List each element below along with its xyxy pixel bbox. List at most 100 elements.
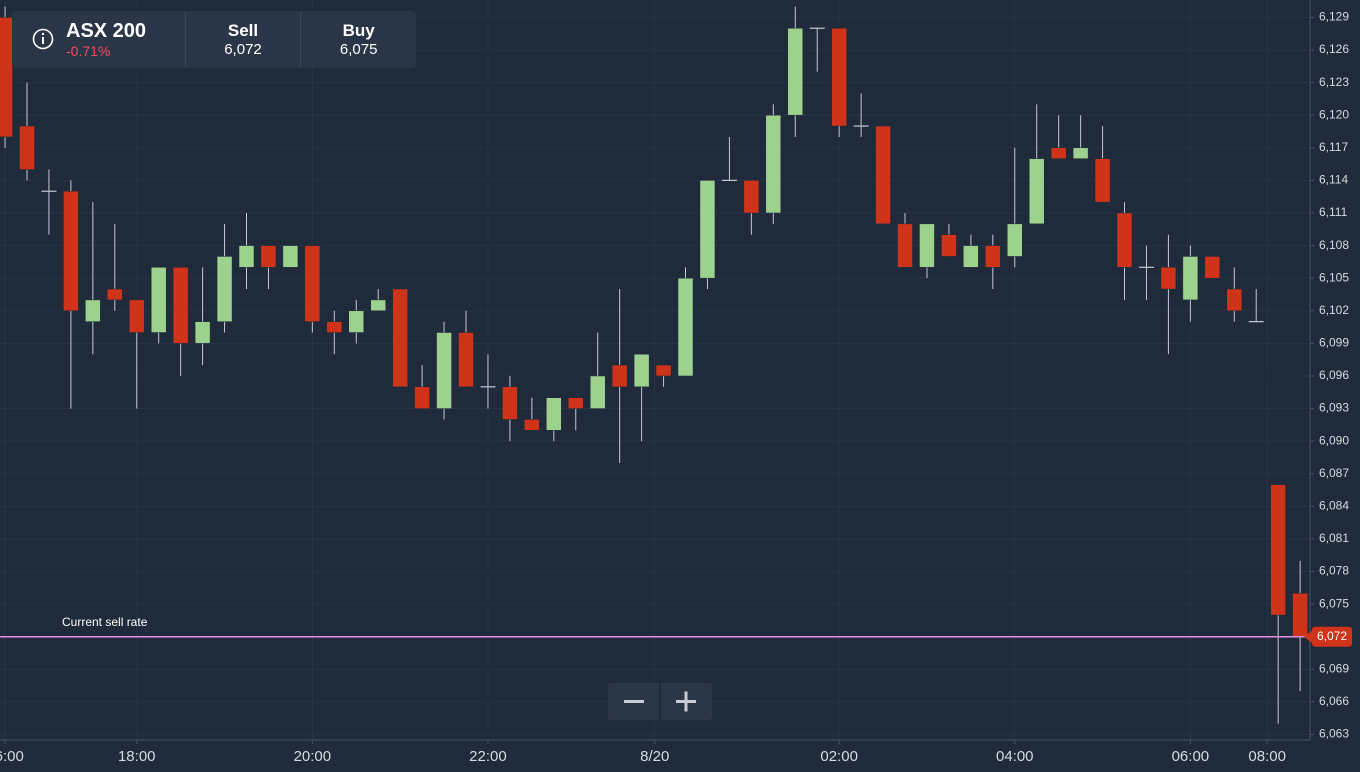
y-tick-label: 6,108	[1319, 238, 1349, 252]
zoom-controls	[608, 683, 712, 720]
x-tick-label: 16:00	[0, 748, 24, 765]
candle-body	[107, 288, 123, 301]
candle-body	[589, 375, 606, 409]
instrument[interactable]: ASX 200 -0.71%	[12, 11, 186, 68]
candle-body	[282, 245, 299, 268]
instrument-name: ASX 200	[66, 20, 147, 42]
candle-body	[699, 180, 716, 279]
candle-body	[436, 332, 452, 409]
buy[interactable]: Buy 6,075	[301, 11, 416, 68]
candle-body	[524, 419, 540, 431]
y-tick-label: 6,105	[1319, 270, 1349, 284]
candle-body	[1094, 158, 1111, 203]
candle-body	[1007, 223, 1023, 257]
y-tick-label: 6,120	[1319, 107, 1349, 121]
candle-body	[216, 256, 233, 322]
y-tick-label: 6,093	[1319, 401, 1349, 415]
y-tick-label: 6,081	[1319, 531, 1349, 545]
y-tick-label: 6,129	[1319, 10, 1349, 24]
y-tick-label: 6,087	[1319, 466, 1349, 480]
candle-body	[568, 397, 584, 409]
candle-body	[392, 288, 408, 388]
y-tick-label: 6,078	[1319, 564, 1349, 578]
current-rate-value: 6,072	[1317, 629, 1347, 643]
candle-body	[611, 364, 628, 388]
candle-body	[919, 223, 935, 268]
y-tick-label: 6,111	[1319, 205, 1348, 219]
candle-body	[1182, 256, 1199, 301]
y-tick-label: 6,102	[1319, 303, 1349, 317]
candle-body	[304, 245, 321, 322]
y-tick-label: 6,069	[1319, 662, 1349, 676]
y-tick-label: 6,066	[1319, 694, 1349, 708]
candle-body	[831, 28, 847, 127]
candle-body	[370, 299, 386, 312]
candle-body	[260, 245, 277, 268]
candle-body	[1270, 484, 1286, 616]
current-rate-label: Current sell rate	[62, 615, 148, 629]
candle-body	[129, 299, 145, 333]
x-tick-label: 22:00	[469, 748, 507, 765]
x-tick-label: 04:00	[996, 748, 1034, 765]
candle-body	[1226, 288, 1243, 312]
x-tick-label: 08:00	[1248, 748, 1286, 765]
x-tick-label: 18:00	[118, 748, 156, 765]
candle-body	[1160, 267, 1177, 290]
candle-body	[348, 310, 365, 333]
x-tick-label: 02:00	[820, 748, 858, 765]
zoom-in[interactable]	[676, 691, 696, 712]
info-icon[interactable]	[31, 27, 55, 51]
y-tick-label: 6,099	[1319, 336, 1349, 350]
candle-body	[150, 267, 167, 333]
y-tick-label: 6,117	[1319, 140, 1348, 154]
y-tick-label: 6,063	[1319, 727, 1349, 741]
current-rate-box	[1312, 626, 1352, 647]
candle-body	[787, 28, 804, 116]
buy-value: 6,075	[339, 41, 378, 58]
candle-body	[743, 180, 760, 214]
y-tick-label: 6,090	[1319, 433, 1349, 447]
candle-body	[85, 299, 101, 322]
candle-body	[414, 386, 430, 409]
sell-value: 6,072	[224, 41, 262, 58]
candle-body	[941, 234, 957, 257]
y-tick-label: 6,084	[1319, 499, 1349, 513]
y-tick-label: 6,114	[1319, 173, 1348, 187]
zoom-out[interactable]	[624, 700, 644, 703]
candle-body	[1292, 593, 1308, 638]
buy-label: Buy	[342, 21, 375, 40]
candle-body	[63, 190, 79, 312]
candle-body	[875, 125, 891, 225]
sell[interactable]: Sell 6,072	[186, 11, 302, 68]
x-tick-label: 06:00	[1172, 748, 1210, 765]
sell-label: Sell	[227, 21, 259, 40]
candle-body	[677, 277, 694, 377]
y-tick-label: 6,126	[1319, 42, 1349, 56]
candle-body	[546, 397, 562, 431]
candle-body	[1204, 256, 1221, 279]
candle-body	[19, 125, 35, 170]
change: -0.71%	[66, 43, 111, 59]
candle-body	[1116, 212, 1133, 268]
zoom-icons	[624, 683, 696, 720]
candle-body	[633, 353, 650, 388]
candle-body	[1072, 147, 1089, 159]
y-tick-label: 6,123	[1319, 75, 1349, 89]
candle-body	[655, 364, 672, 377]
y-tick-label: 6,096	[1319, 368, 1349, 382]
candle-body	[502, 386, 518, 420]
candle-body	[963, 245, 979, 268]
candle-body	[238, 245, 255, 268]
candle-body	[326, 321, 343, 333]
candle-body	[765, 114, 782, 214]
x-tick-label: 20:00	[294, 748, 332, 765]
candle-body	[458, 332, 474, 388]
y-tick-label: 6,075	[1319, 596, 1349, 610]
candle-body	[985, 245, 1001, 268]
current-rate-pointer	[1304, 629, 1313, 644]
candle-body	[0, 17, 13, 138]
candle-body	[897, 223, 913, 268]
x-tick-label: 8/20	[640, 748, 669, 765]
